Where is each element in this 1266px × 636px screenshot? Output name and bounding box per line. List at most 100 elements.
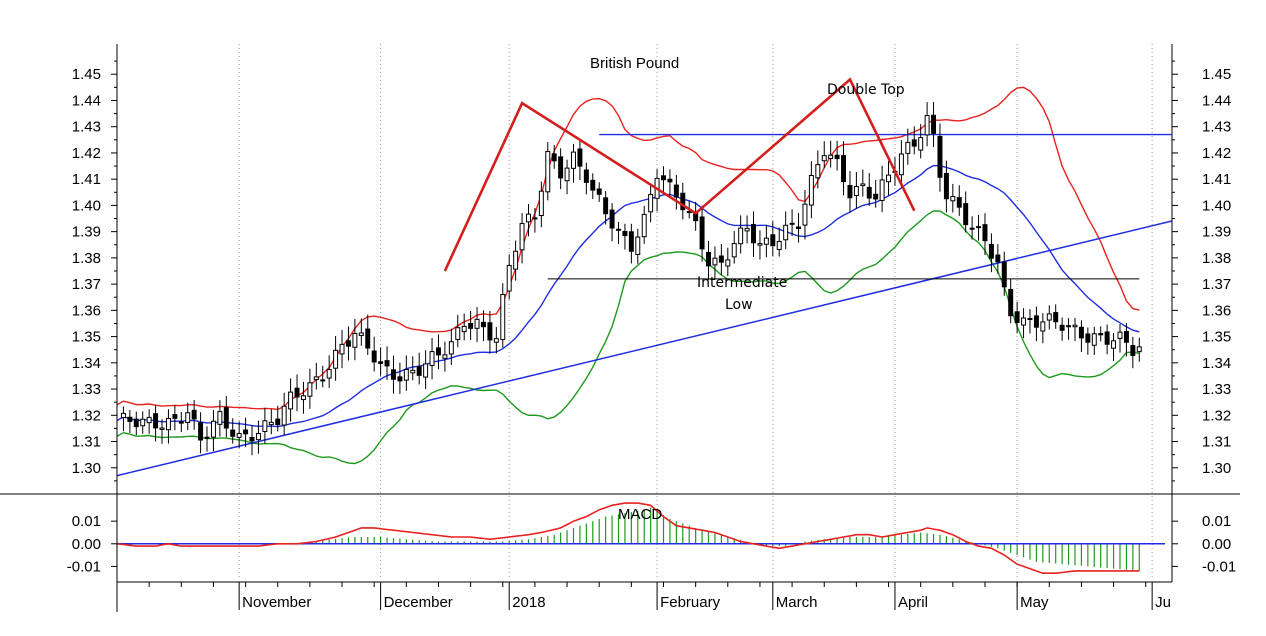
- candle-body: [217, 411, 223, 425]
- candle-body: [847, 184, 853, 199]
- candle-body: [397, 376, 403, 382]
- candle: [1117, 324, 1123, 353]
- candle-body: [886, 174, 892, 183]
- price-tick-label-left: 1.44: [72, 92, 101, 109]
- price-tick-label-left: 1.41: [72, 171, 101, 188]
- price-tick-label-left: 1.37: [72, 276, 101, 293]
- candle-body: [230, 429, 236, 437]
- candle-body: [1001, 261, 1007, 288]
- candle-body: [146, 416, 152, 424]
- candle: [468, 310, 474, 341]
- candle-body: [204, 436, 210, 439]
- candle: [159, 419, 165, 444]
- price-tick-label-right: 1.30: [1202, 460, 1231, 477]
- candle: [789, 209, 795, 237]
- candle: [1111, 332, 1117, 361]
- candle: [513, 240, 519, 281]
- candle: [300, 381, 306, 414]
- price-tick-label-right: 1.35: [1202, 329, 1231, 346]
- candle: [943, 160, 949, 213]
- candle: [461, 313, 467, 341]
- candle-body: [403, 368, 409, 381]
- candle: [429, 338, 435, 380]
- candle: [165, 409, 171, 444]
- price-tick-label-right: 1.42: [1202, 145, 1231, 162]
- candle: [603, 191, 609, 225]
- candle: [339, 330, 345, 369]
- candle-body: [281, 405, 287, 426]
- candle-body: [448, 341, 454, 355]
- candle: [841, 141, 847, 196]
- candle: [435, 334, 441, 370]
- candle-body: [313, 376, 319, 381]
- candle-body: [1111, 340, 1117, 349]
- candle-body: [551, 153, 557, 162]
- candle-body: [294, 387, 300, 398]
- candle: [937, 123, 943, 192]
- candle: [127, 410, 133, 433]
- candle-body: [532, 217, 538, 220]
- price-tick-label-left: 1.40: [72, 197, 101, 214]
- candle: [333, 335, 339, 381]
- pattern-polyline: [443, 77, 916, 272]
- candle: [532, 208, 538, 233]
- price-tick-label-right: 1.37: [1202, 276, 1231, 293]
- candle: [725, 247, 731, 277]
- chart-title: British Pound: [590, 55, 679, 72]
- candle-body: [558, 156, 564, 179]
- candle: [493, 327, 499, 354]
- candle-body: [159, 427, 165, 430]
- candle: [796, 212, 802, 243]
- candle-body: [590, 179, 596, 191]
- candle-body: [815, 164, 821, 179]
- candle-body: [757, 243, 763, 246]
- candle-body: [339, 343, 345, 355]
- candle: [545, 142, 551, 201]
- candle-body: [680, 192, 686, 211]
- candle-body: [423, 363, 429, 378]
- candle: [641, 205, 647, 244]
- candle: [371, 336, 377, 372]
- price-tick-label-right: 1.33: [1202, 381, 1231, 398]
- candle: [918, 124, 924, 159]
- price-tick-label-right: 1.39: [1202, 224, 1231, 241]
- candle: [583, 162, 589, 195]
- candle-body: [661, 175, 666, 181]
- candle: [1072, 317, 1078, 342]
- candle: [873, 180, 879, 208]
- candle-body: [352, 332, 358, 348]
- candle: [693, 201, 699, 231]
- candle: [596, 182, 602, 202]
- candle: [210, 410, 216, 452]
- candle: [1098, 326, 1104, 342]
- candle-body: [583, 169, 589, 183]
- candle-body: [455, 327, 461, 340]
- candle-body: [718, 255, 724, 263]
- candle-body: [616, 228, 621, 231]
- lower-bollinger-band: [116, 210, 1140, 465]
- candle-body: [905, 141, 911, 154]
- double-top-pattern: [443, 77, 916, 272]
- candle: [1066, 318, 1072, 340]
- candle: [635, 228, 641, 264]
- candle: [802, 190, 808, 240]
- candle: [268, 409, 274, 435]
- candle-body: [210, 420, 216, 438]
- candle-body: [1078, 326, 1084, 339]
- candle-body: [982, 224, 988, 242]
- candle: [1001, 251, 1007, 296]
- candle-body: [1130, 345, 1136, 356]
- candle: [763, 224, 769, 258]
- candle: [281, 392, 287, 436]
- candle: [571, 144, 576, 183]
- candle: [519, 213, 525, 264]
- candle-body: [1098, 333, 1104, 336]
- candle: [345, 326, 351, 361]
- candle-body: [300, 395, 306, 401]
- candle-body: [365, 328, 371, 349]
- candle-body: [648, 193, 654, 213]
- price-tick-label-left: 1.38: [72, 250, 101, 267]
- candle: [956, 185, 962, 216]
- candle-body: [789, 222, 795, 225]
- candle: [661, 166, 666, 195]
